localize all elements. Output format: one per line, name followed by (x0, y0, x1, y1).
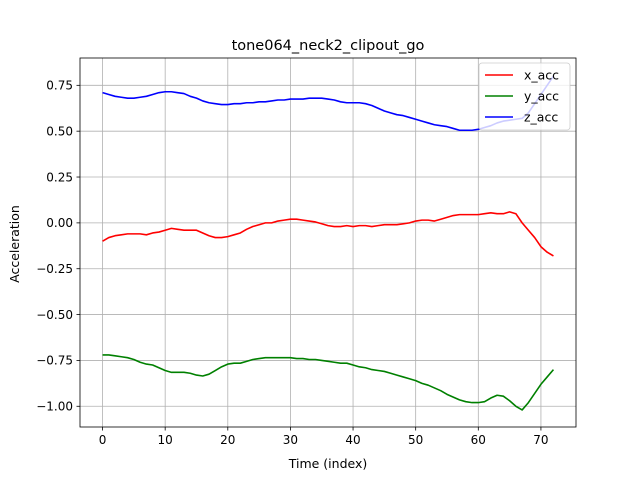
plot-frame (79, 57, 577, 428)
x-tick-label: 60 (471, 433, 486, 447)
y-tick-label: 0.75 (46, 79, 73, 93)
y-tick-label: 0.50 (46, 124, 73, 138)
series-line-y-acc (102, 354, 555, 411)
x-tick-label: 70 (533, 433, 548, 447)
x-tick-label: 40 (345, 433, 360, 447)
x-tick-label: 50 (408, 433, 423, 447)
legend-label-y-acc: y_acc (524, 89, 559, 104)
chart-title: tone064_neck2_clipout_go (232, 38, 425, 54)
y-tick-label: −0.50 (36, 308, 73, 322)
x-axis-label: Time (index) (288, 456, 368, 471)
legend-box (478, 62, 571, 131)
x-tick-label: 30 (283, 433, 298, 447)
data-series (102, 75, 555, 411)
y-tick-label: −1.00 (36, 400, 73, 414)
x-tick-label: 0 (99, 433, 107, 447)
y-tick-label: 0.00 (46, 216, 73, 230)
legend-label-z-acc: z_acc (524, 110, 558, 125)
legend-label-x-acc: x_acc (524, 68, 559, 83)
series-line-x-acc (102, 211, 554, 257)
series-line-z-acc (102, 75, 555, 132)
y-tick-label: −0.75 (36, 354, 73, 368)
x-tick-label: 10 (158, 433, 173, 447)
axis-ticks: 0 10 20 30 40 50 60 70 −1.00 −0.75 −0.50 −0.25 0.00 0… (36, 79, 548, 447)
legend: x_acc y_acc z_acc (478, 62, 571, 131)
y-tick-label: −0.25 (36, 262, 73, 276)
y-tick-label: 0.25 (46, 170, 73, 184)
y-axis-label: Acceleration (7, 205, 22, 283)
x-tick-label: 20 (220, 433, 235, 447)
